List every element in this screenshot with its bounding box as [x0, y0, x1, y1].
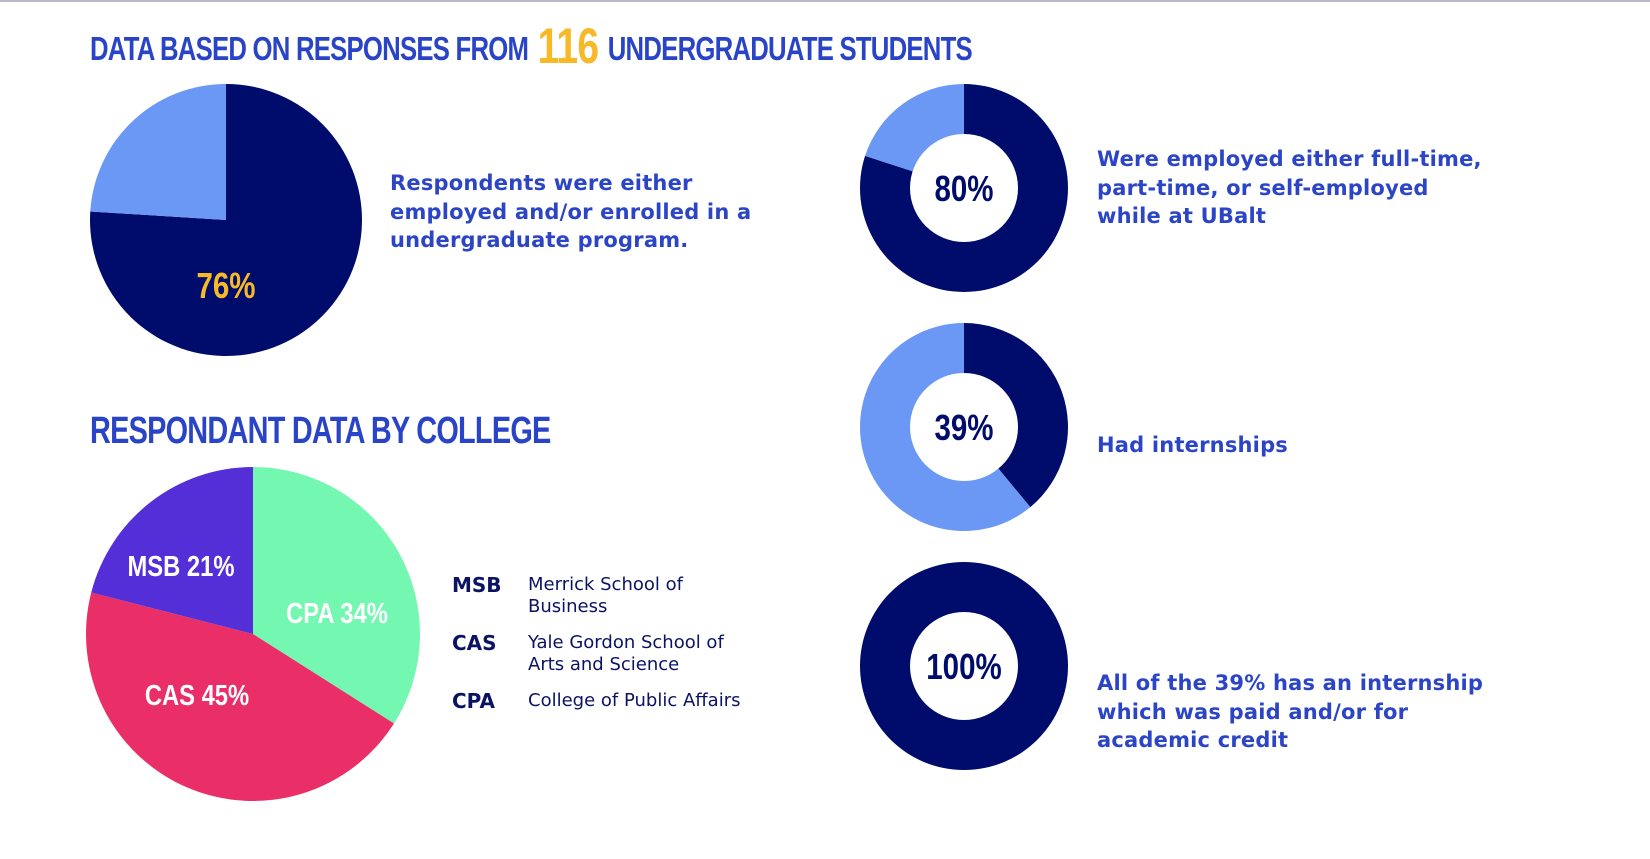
msb-slice-label: MSB 21% [128, 550, 235, 583]
slice-other [90, 84, 226, 220]
employment-description: Were employed either full-time, part-tim… [1097, 147, 1482, 228]
cpa-slice-label: CPA 34% [286, 597, 388, 630]
slice-msb [91, 467, 253, 634]
college-pie-chart: MSB 21% CPA 34% CAS 45% [85, 467, 420, 802]
donut-hole [910, 612, 1018, 720]
donut-hole [910, 373, 1018, 481]
pie-slices [90, 84, 362, 356]
internship-percent-label: 39% [934, 407, 993, 447]
slice-cpa [253, 467, 420, 724]
slice-employed-and-or-enrolled [90, 84, 362, 356]
employment-percent-label: 80% [934, 168, 993, 208]
legend-code: MSB [452, 573, 502, 597]
legend-code: CAS [452, 631, 497, 655]
legend-name: Merrick School of Business [528, 574, 683, 617]
enrollment-description: Respondents were either employed and/or … [390, 171, 752, 252]
top-border [0, 0, 1650, 2]
donut-hole [910, 134, 1018, 242]
legend-code: CPA [452, 689, 495, 713]
legend-item-msb: MSB Merrick School of Business [452, 574, 788, 618]
page-title: DATA BASED ON RESPONSES FROM 116 UNDERGR… [90, 18, 973, 77]
employment-donut-chart: 80% [860, 84, 1068, 292]
respondent-count: 116 [537, 18, 599, 74]
paid-internship-percent-label: 100% [926, 646, 1001, 686]
college-section-title: RESPONDANT DATA BY COLLEGE [90, 410, 551, 452]
pie-slices [85, 467, 420, 802]
enrollment-pie-chart: 76% [90, 84, 362, 356]
paid-internship-donut-chart: 100% [860, 562, 1068, 770]
title-prefix: DATA BASED ON RESPONSES FROM [90, 30, 529, 67]
internship-description: Had internships [1097, 433, 1289, 457]
slice-cas [85, 592, 395, 802]
title-suffix: UNDERGRADUATE STUDENTS [607, 30, 973, 67]
cas-slice-label: CAS 45% [145, 679, 249, 712]
legend-name: Yale Gordon School of Arts and Science [528, 632, 724, 675]
internship-donut-chart: 39% [860, 323, 1068, 531]
enrollment-percent-label: 76% [196, 265, 255, 305]
paid-internship-description: All of the 39% has an internship which w… [1097, 671, 1484, 752]
college-legend: MSB Merrick School of Business CAS Yale … [452, 574, 788, 726]
legend-item-cpa: CPA College of Public Affairs [452, 690, 788, 712]
legend-name: College of Public Affairs [528, 690, 741, 711]
legend-item-cas: CAS Yale Gordon School of Arts and Scien… [452, 632, 788, 676]
